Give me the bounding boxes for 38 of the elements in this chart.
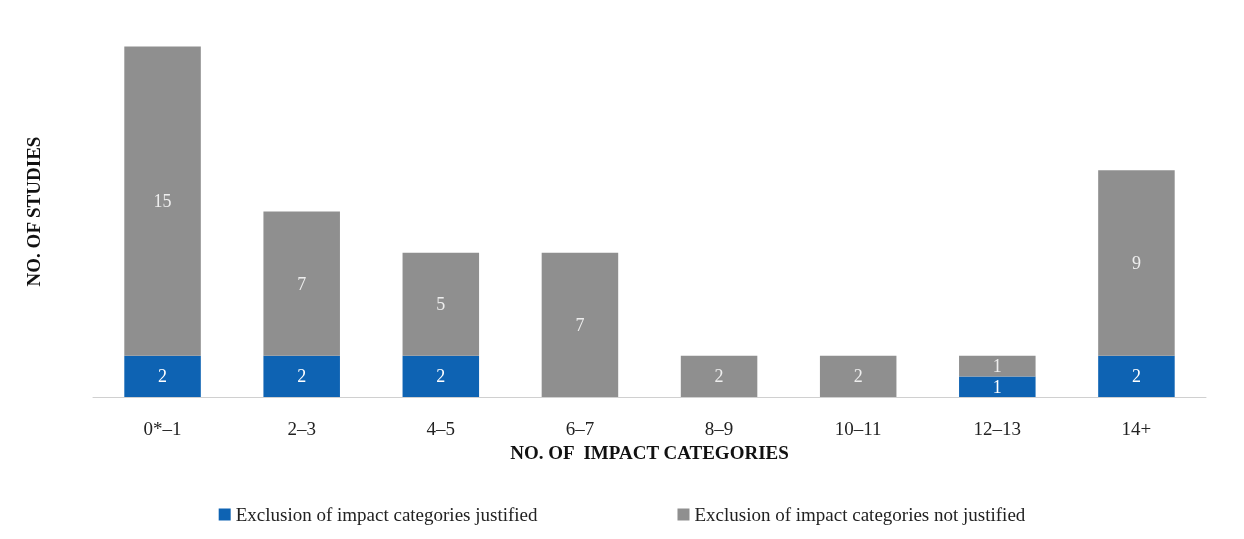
x-tick-label: 6–7 — [565, 418, 595, 439]
bar — [402, 355, 480, 397]
x-axis-title: NO. OF IMPACT CATEGORIES — [510, 441, 789, 463]
bar — [959, 376, 1036, 397]
data-label: 2 — [1131, 366, 1141, 387]
bar — [124, 355, 201, 397]
bar — [541, 252, 619, 397]
data-label: 15 — [153, 191, 172, 212]
bar — [263, 355, 340, 397]
data-label: 7 — [575, 314, 585, 335]
bar — [959, 355, 1036, 377]
data-label: 9 — [1131, 253, 1141, 274]
bar — [1098, 355, 1175, 397]
legend-label: Exclusion of impact categories not justified — [694, 504, 1026, 525]
bar — [263, 211, 340, 356]
x-tick-label: 2–3 — [287, 418, 316, 439]
bar — [1098, 170, 1175, 356]
x-tick-label: 8–9 — [704, 418, 734, 439]
legend-label: Exclusion of impact categories justified — [235, 504, 538, 525]
x-tick-label: 10–11 — [834, 418, 882, 439]
y-axis-title: NO. OF STUDIES — [23, 136, 44, 287]
data-label: 2 — [714, 366, 724, 387]
bar — [680, 355, 758, 397]
data-label: 2 — [158, 366, 168, 387]
data-label: 1 — [992, 376, 1002, 397]
bar — [402, 252, 480, 356]
data-label: 2 — [853, 366, 863, 387]
data-label: 2 — [297, 366, 307, 387]
x-tick-label: 0*–1 — [143, 418, 182, 439]
data-label: 7 — [297, 273, 307, 294]
x-tick-label: 12–13 — [973, 418, 1022, 439]
x-tick-label: 4–5 — [426, 418, 456, 439]
data-label: 1 — [992, 356, 1002, 377]
data-label: 2 — [436, 366, 446, 387]
data-label: 5 — [436, 294, 446, 315]
x-tick-label: 14+ — [1121, 418, 1152, 439]
bar — [124, 46, 201, 356]
bar — [819, 355, 897, 397]
